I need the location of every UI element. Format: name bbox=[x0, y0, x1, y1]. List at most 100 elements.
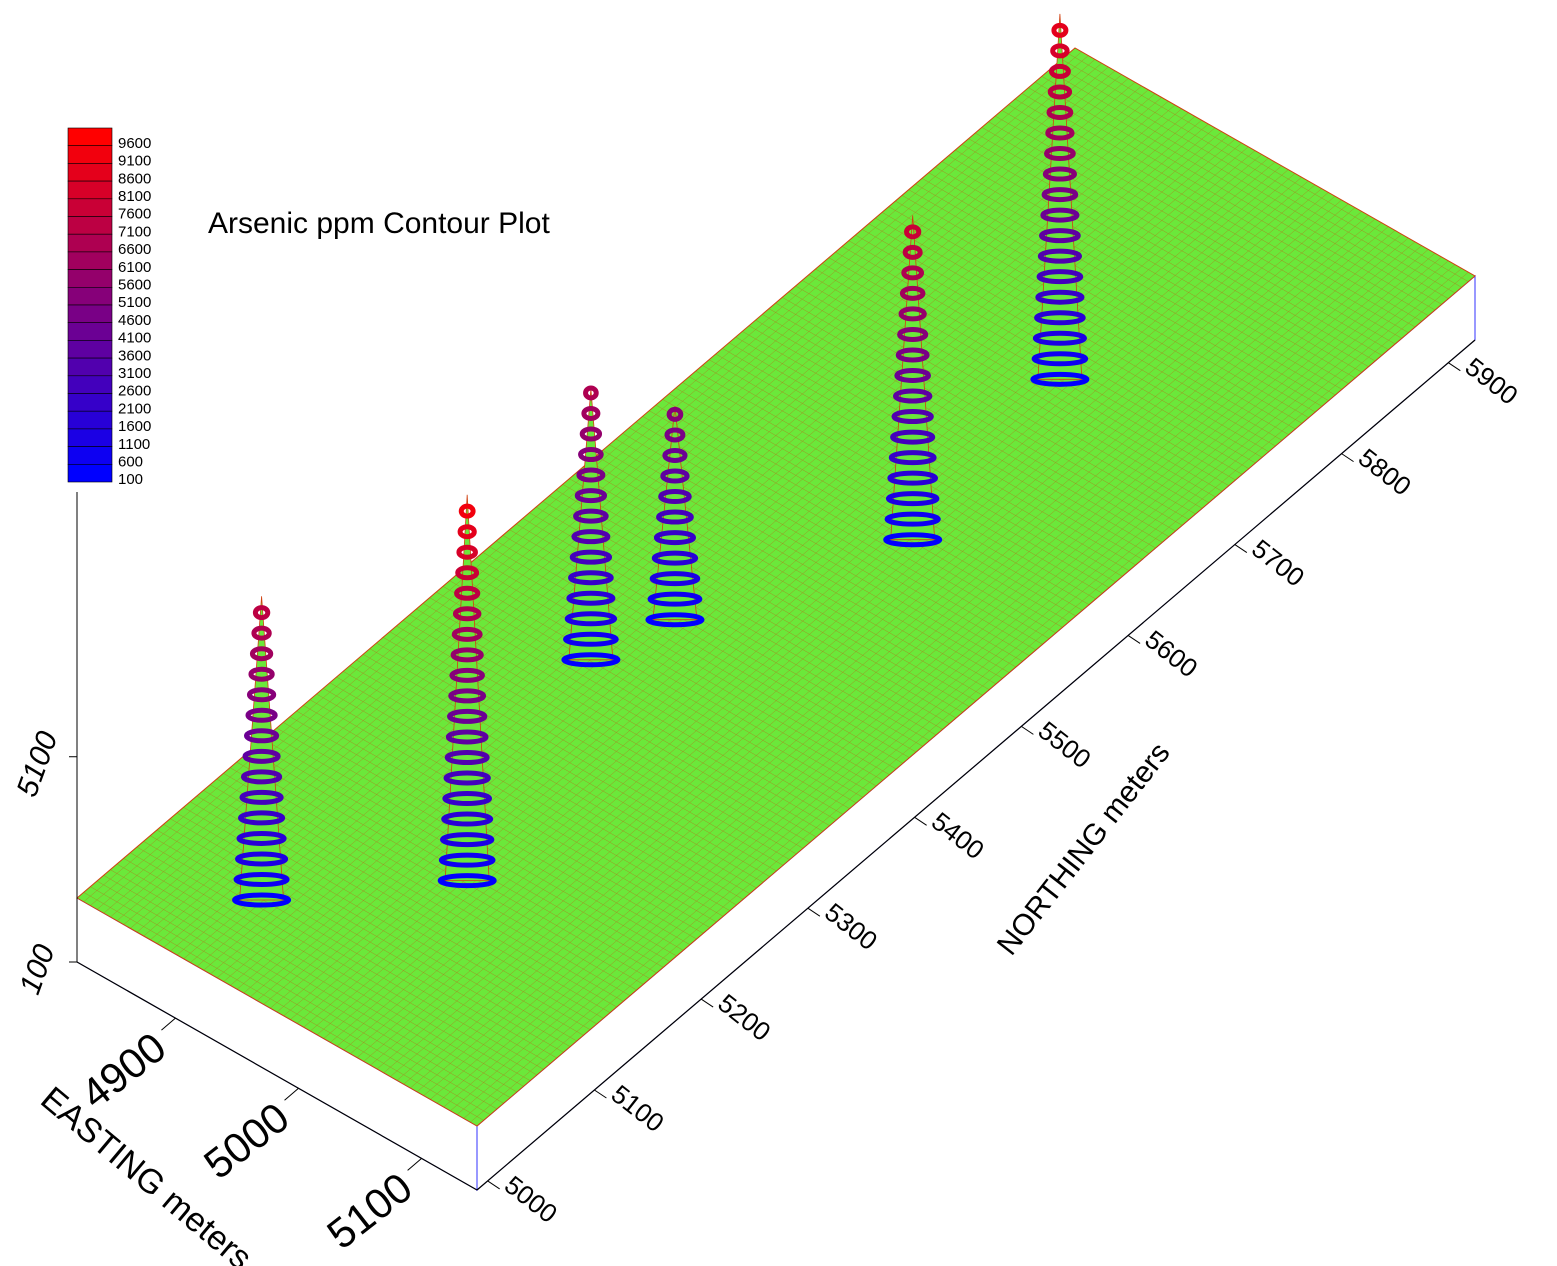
mesh-line bbox=[456, 574, 857, 804]
mesh-line bbox=[369, 648, 770, 877]
contour-ring bbox=[1041, 187, 1079, 203]
contour-ring bbox=[1031, 351, 1089, 367]
mesh-line bbox=[136, 846, 538, 1076]
mesh-line bbox=[436, 591, 837, 821]
contour-ring bbox=[233, 871, 290, 887]
mesh-line bbox=[1028, 87, 1429, 316]
y-tick-label: 5900 bbox=[1460, 351, 1524, 410]
mesh-line bbox=[449, 580, 850, 809]
colorbar-band bbox=[67, 286, 113, 306]
mesh-line bbox=[1008, 104, 1409, 333]
mesh-line bbox=[921, 178, 1323, 407]
contour-ring bbox=[455, 565, 480, 581]
mesh-line bbox=[303, 705, 704, 934]
mesh-line bbox=[569, 478, 970, 707]
contour-ring bbox=[458, 503, 476, 519]
mesh-line bbox=[642, 416, 1043, 645]
contour-ring bbox=[892, 388, 933, 404]
mesh-line bbox=[416, 608, 817, 838]
y-tick bbox=[700, 998, 714, 1008]
mesh-line bbox=[422, 603, 824, 832]
contour-ring bbox=[895, 347, 930, 363]
contour-ring bbox=[656, 509, 694, 525]
contour-ring bbox=[1044, 146, 1076, 162]
mesh-line bbox=[675, 387, 1076, 617]
mesh-line bbox=[502, 535, 903, 764]
contour-ring bbox=[454, 585, 481, 601]
mesh-line bbox=[343, 671, 744, 900]
mesh-line bbox=[895, 200, 1296, 430]
y-axis-line bbox=[476, 339, 1476, 1191]
mesh-line bbox=[915, 183, 1316, 413]
mesh-line bbox=[289, 716, 691, 945]
mesh-line bbox=[329, 682, 730, 911]
mesh-line bbox=[742, 331, 1143, 560]
contour-ring bbox=[571, 529, 611, 545]
contour-ring bbox=[242, 748, 281, 764]
contour-ring bbox=[245, 707, 278, 723]
z-tick-label: 100 bbox=[13, 940, 61, 999]
mesh-line bbox=[103, 875, 504, 1104]
contour-ring bbox=[238, 810, 286, 826]
mesh-line bbox=[762, 314, 1163, 543]
contour-ring bbox=[239, 789, 284, 805]
mesh-line bbox=[1041, 76, 1442, 305]
contour-ring bbox=[888, 450, 937, 466]
mesh-line bbox=[682, 382, 1083, 611]
mesh-line bbox=[116, 863, 518, 1093]
x-tick-label: 5000 bbox=[195, 1093, 298, 1188]
contour-ring bbox=[894, 368, 932, 384]
contour-ring bbox=[1035, 289, 1085, 305]
colorbar-band bbox=[67, 463, 113, 483]
colorbar-label: 1100 bbox=[118, 436, 150, 453]
mesh-line bbox=[795, 285, 1196, 515]
y-tick-label: 5600 bbox=[1139, 624, 1203, 683]
contour-ring bbox=[563, 631, 619, 647]
colorbar-label: 6600 bbox=[118, 241, 151, 258]
peak bbox=[437, 494, 497, 889]
mesh-line bbox=[981, 127, 1382, 356]
mesh-line bbox=[555, 489, 957, 719]
colorbar-band bbox=[67, 340, 113, 359]
mesh-line bbox=[575, 472, 977, 702]
contour-ring bbox=[885, 491, 940, 507]
mesh-line bbox=[1048, 70, 1449, 299]
mesh-line bbox=[768, 308, 1170, 537]
mesh-line bbox=[496, 540, 897, 770]
contour-ring bbox=[568, 570, 614, 586]
peak bbox=[883, 215, 943, 548]
colorbar-label: 8600 bbox=[118, 170, 151, 187]
mesh-line bbox=[489, 546, 890, 775]
contour-ring bbox=[578, 447, 604, 463]
mesh-line bbox=[815, 268, 1216, 498]
mesh-line bbox=[462, 569, 864, 798]
mesh-line bbox=[788, 291, 1190, 520]
colorbar-label: 3100 bbox=[118, 365, 151, 382]
contour-ring bbox=[445, 729, 489, 745]
contour-ring bbox=[249, 646, 274, 662]
colorbar-label: 1600 bbox=[118, 418, 151, 435]
contour-ring bbox=[251, 625, 272, 641]
mesh-line bbox=[156, 829, 557, 1059]
contour-ring bbox=[1039, 228, 1081, 244]
mesh-line bbox=[941, 161, 1343, 390]
peak bbox=[645, 406, 705, 628]
contour-ring bbox=[561, 652, 621, 668]
peak bbox=[561, 385, 621, 668]
colorbar-band bbox=[67, 251, 113, 270]
y-axis-title: NORTHING meters bbox=[991, 737, 1177, 962]
mesh-line bbox=[296, 710, 697, 940]
contour-ring bbox=[444, 749, 490, 765]
mesh-line bbox=[881, 212, 1283, 441]
contour-ring bbox=[243, 728, 280, 744]
y-tick bbox=[807, 907, 821, 917]
colorbar-label: 3600 bbox=[118, 347, 151, 364]
mesh-line bbox=[1054, 64, 1456, 294]
x-tick bbox=[161, 1017, 176, 1031]
colorbar-band bbox=[67, 145, 113, 164]
colorbar-label: 2600 bbox=[118, 383, 151, 400]
contour-ring bbox=[569, 549, 613, 565]
mesh-line bbox=[110, 869, 511, 1098]
contour-ring bbox=[1036, 269, 1084, 285]
